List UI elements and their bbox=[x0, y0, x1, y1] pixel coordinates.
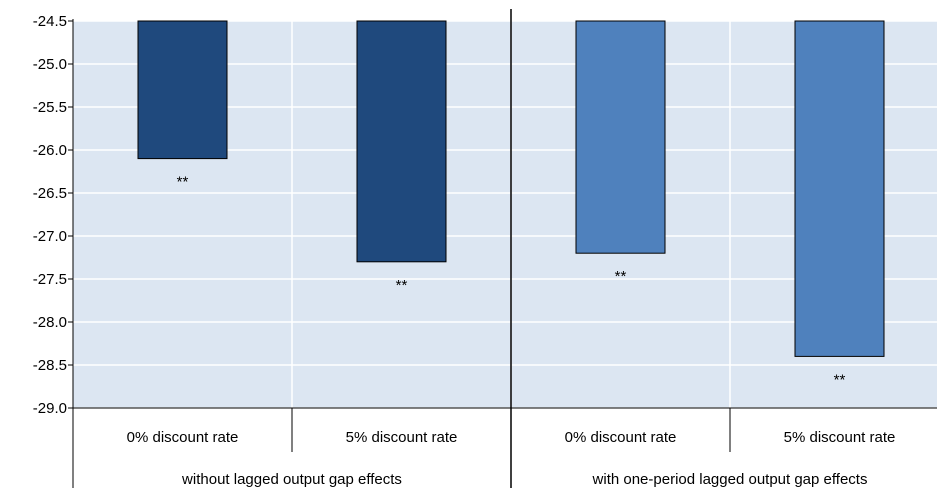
bar-annotation: ** bbox=[834, 371, 846, 388]
x-category-label: 0% discount rate bbox=[565, 429, 677, 446]
bar-annotation: ** bbox=[177, 174, 189, 191]
bar bbox=[794, 20, 885, 357]
y-tick-label: -25.0 bbox=[33, 56, 67, 73]
y-tick-label: -25.5 bbox=[33, 99, 67, 116]
x-category-label: 5% discount rate bbox=[346, 429, 458, 446]
bar bbox=[575, 20, 666, 254]
y-tick-label: -27.5 bbox=[33, 271, 67, 288]
bar-annotation: ** bbox=[396, 277, 408, 294]
bar-annotation: ** bbox=[615, 268, 627, 285]
y-tick-label: -24.5 bbox=[33, 13, 67, 30]
y-tick-label: -26.0 bbox=[33, 142, 67, 159]
y-tick-label: -26.5 bbox=[33, 185, 67, 202]
x-group-label: with one-period lagged output gap effect… bbox=[592, 471, 868, 488]
x-group-label: without lagged output gap effects bbox=[181, 471, 402, 488]
x-category-label: 5% discount rate bbox=[784, 429, 896, 446]
y-tick-label: -29.0 bbox=[33, 400, 67, 417]
x-category-label: 0% discount rate bbox=[127, 429, 239, 446]
y-tick-label: -27.0 bbox=[33, 228, 67, 245]
y-tick-label: -28.5 bbox=[33, 357, 67, 374]
bar bbox=[137, 20, 228, 160]
bar bbox=[356, 20, 447, 263]
y-tick-label: -28.0 bbox=[33, 314, 67, 331]
